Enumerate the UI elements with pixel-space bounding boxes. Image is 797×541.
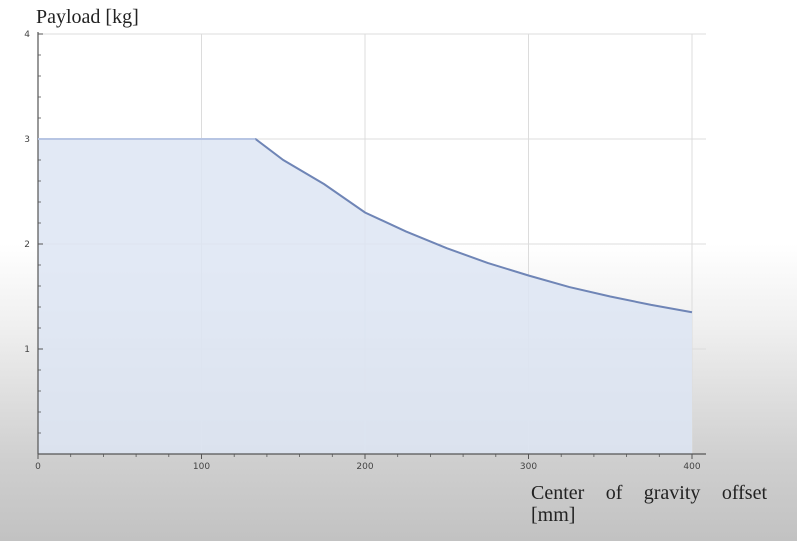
- x-tick-label-300: 300: [520, 462, 537, 472]
- y-tick-label-1: 1: [24, 345, 30, 355]
- x-tick-label-100: 100: [193, 462, 210, 472]
- axes: [37, 32, 706, 459]
- y-tick-label-4: 4: [24, 30, 30, 40]
- x-tick-label-400: 400: [683, 462, 700, 472]
- y-axis-label: Payload [kg]: [36, 6, 139, 28]
- x-axis-label: Center of gravity offset [mm]: [531, 482, 767, 526]
- y-tick-labels: 1 2 3 4: [24, 30, 30, 355]
- payload-curve-line: [38, 138, 693, 314]
- y-tick-label-3: 3: [24, 135, 30, 145]
- payload-area-fill: [38, 139, 692, 454]
- y-tick-label-2: 2: [24, 240, 30, 250]
- x-tick-label-200: 200: [356, 462, 373, 472]
- x-tick-label-0: 0: [35, 462, 41, 472]
- x-tick-labels: 0 100 200 300 400: [35, 462, 701, 472]
